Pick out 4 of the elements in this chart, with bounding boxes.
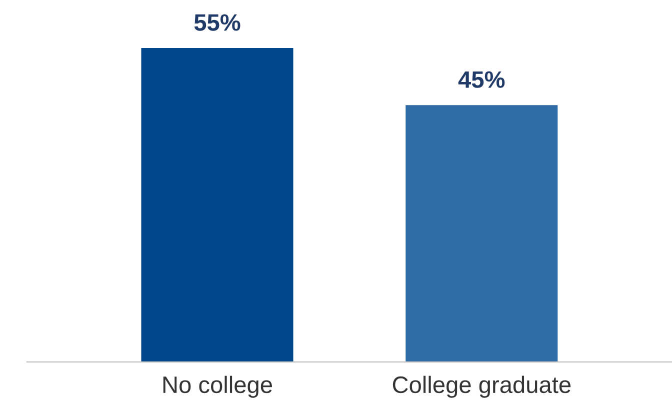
- x-tick-label: No college: [163, 376, 272, 398]
- data-label: 55%: [194, 14, 240, 31]
- data-label: 45%: [458, 71, 505, 88]
- x-tick-label: College graduate: [392, 376, 571, 398]
